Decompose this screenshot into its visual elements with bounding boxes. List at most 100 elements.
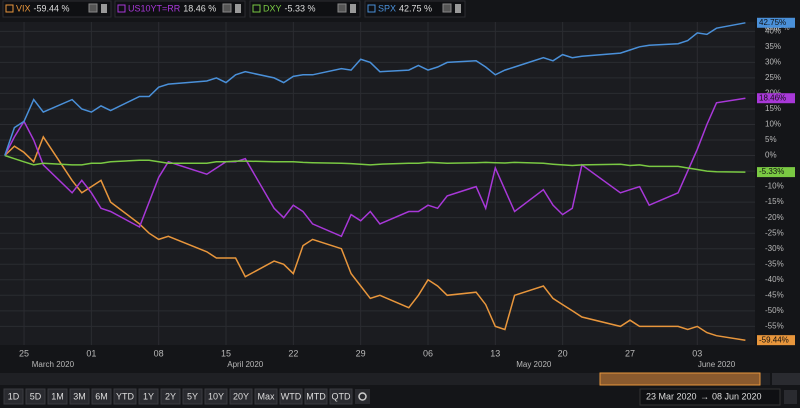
range-button-label: 20Y: [233, 391, 249, 401]
settings-icon: [358, 392, 367, 401]
legend-tab[interactable]: [2, 0, 112, 18]
value-badge-label: -5.33%: [759, 167, 784, 176]
range-button[interactable]: [279, 388, 303, 405]
x-tick-label: 01: [86, 348, 96, 358]
value-badge: [757, 17, 795, 28]
legend-tab[interactable]: [364, 0, 466, 18]
legend-delete[interactable]: [455, 4, 461, 13]
legend-name: SPX: [378, 3, 396, 13]
range-button[interactable]: [254, 388, 278, 405]
legend-delete[interactable]: [101, 4, 107, 13]
legend-name: US10YT=RR: [128, 3, 181, 13]
x-tick-label: 08: [154, 348, 164, 358]
calendar-button[interactable]: [784, 390, 797, 404]
range-button-label: QTD: [332, 391, 351, 401]
y-tick-label: -20%: [765, 213, 784, 222]
range-button-label: 1M: [51, 391, 64, 401]
legend-value: -59.44 %: [34, 3, 70, 13]
range-button-label: WTD: [281, 391, 302, 401]
y-tick-label: 35%: [765, 42, 781, 51]
y-tick-label: -15%: [765, 197, 784, 206]
month-label: May 2020: [516, 360, 552, 369]
y-tick-label: -35%: [765, 259, 784, 268]
series-line: [4, 135, 746, 341]
range-button[interactable]: [229, 388, 253, 405]
legend-value: 18.46 %: [183, 3, 216, 13]
range-button[interactable]: [304, 388, 328, 405]
legend-swatch: [367, 4, 376, 13]
value-badge-label: 42.75%: [759, 18, 786, 27]
range-button-label: 10Y: [208, 391, 224, 401]
y-tick-label: 25%: [765, 73, 781, 82]
range-button[interactable]: [25, 388, 46, 405]
y-tick-label: -40%: [765, 275, 784, 284]
range-button[interactable]: [3, 388, 24, 405]
y-tick-label: 5%: [765, 135, 777, 144]
x-tick-label: 13: [490, 348, 500, 358]
series-line: [4, 154, 746, 173]
y-axis-label: Value %: [764, 25, 790, 32]
legend-checkbox[interactable]: [88, 3, 98, 13]
y-tick-label: -45%: [765, 290, 784, 299]
range-button[interactable]: [69, 388, 90, 405]
x-tick-label: 06: [423, 348, 433, 358]
x-tick-label: 29: [356, 348, 366, 358]
navigator-window[interactable]: [599, 372, 761, 386]
y-tick-label: -55%: [765, 321, 784, 330]
range-button-label: 1Y: [143, 391, 154, 401]
range-button-label: 1D: [8, 391, 20, 401]
range-button[interactable]: [47, 388, 68, 405]
legend-delete[interactable]: [235, 4, 241, 13]
y-tick-label: 0%: [765, 151, 777, 160]
x-tick-label: 27: [625, 348, 635, 358]
range-button[interactable]: [91, 388, 112, 405]
value-badge: [757, 93, 795, 104]
y-tick-label: 15%: [765, 104, 781, 113]
settings-button[interactable]: [355, 389, 370, 404]
month-label: March 2020: [32, 360, 75, 369]
y-tick-label: -30%: [765, 244, 784, 253]
x-tick-label: 15: [221, 348, 231, 358]
legend-checkbox[interactable]: [337, 3, 347, 13]
legend-value: 42.75 %: [399, 3, 432, 13]
date-range-end: 08 Jun 2020: [712, 391, 762, 401]
range-button-label: Max: [257, 391, 275, 401]
y-tick-label: 20%: [765, 89, 781, 98]
y-tick-label: -25%: [765, 228, 784, 237]
range-button[interactable]: [329, 388, 353, 405]
plot-area: [0, 22, 755, 345]
range-button-label: MTD: [306, 391, 326, 401]
legend-checkbox[interactable]: [442, 3, 452, 13]
range-button[interactable]: [160, 388, 181, 405]
navigator: [0, 373, 770, 385]
range-button[interactable]: [113, 388, 137, 405]
legend-swatch: [5, 4, 14, 13]
y-tick-label: -50%: [765, 306, 784, 315]
y-tick-label: 10%: [765, 120, 781, 129]
range-button[interactable]: [138, 388, 159, 405]
value-badge-label: 18.46%: [759, 93, 786, 102]
legend-tab[interactable]: [114, 0, 246, 18]
navigator-handle[interactable]: [772, 373, 800, 385]
value-badge: [757, 167, 795, 178]
date-range[interactable]: [639, 388, 781, 406]
range-button[interactable]: [182, 388, 203, 405]
y-tick-label: -10%: [765, 182, 784, 191]
range-button[interactable]: [204, 388, 228, 405]
value-badge-label: -59.44%: [759, 335, 789, 344]
range-button-label: 2Y: [165, 391, 176, 401]
x-tick-label: 03: [692, 348, 702, 358]
series-line: [4, 22, 746, 156]
x-tick-label: 25: [19, 348, 29, 358]
legend-name: DXY: [263, 3, 282, 13]
month-label: June 2020: [698, 360, 736, 369]
month-label: April 2020: [227, 360, 264, 369]
legend-tab[interactable]: [249, 0, 361, 18]
legend-delete[interactable]: [350, 4, 356, 13]
legend-checkbox[interactable]: [222, 3, 232, 13]
x-tick-label: 20: [558, 348, 568, 358]
legend-swatch: [252, 4, 261, 13]
series-line: [4, 97, 746, 238]
legend-name: VIX: [16, 3, 31, 13]
